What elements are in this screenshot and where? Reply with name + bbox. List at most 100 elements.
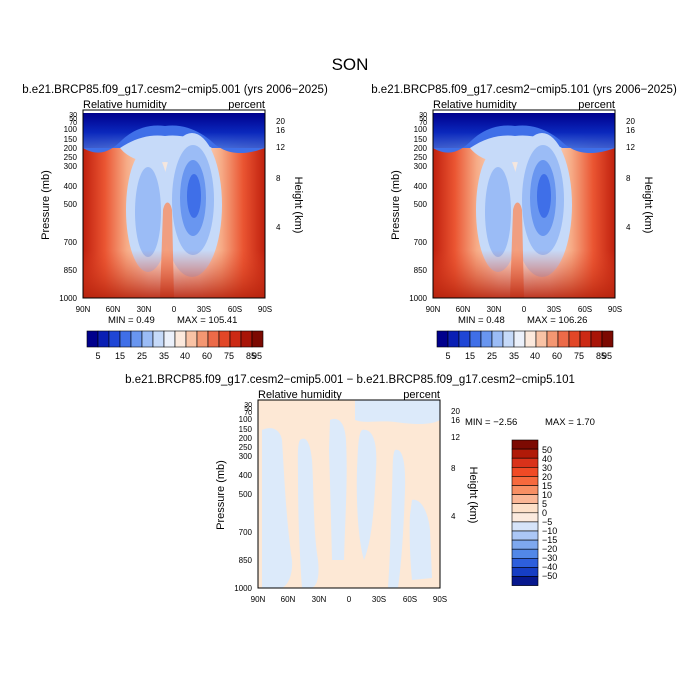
svg-text:30: 30 [244, 402, 252, 409]
panel-diff-y-ticks: 30 50 70 100 150 200 250 300 400 500 700… [234, 402, 252, 593]
svg-text:60N: 60N [106, 305, 121, 314]
svg-text:60S: 60S [403, 595, 417, 604]
panel-right-min: MIN = 0.48 [458, 315, 505, 326]
colorbar-box [141, 330, 154, 348]
colorbar-right: 5 15 25 35 40 60 75 85 95 [436, 330, 614, 361]
panel-right-y2label: Height (km) [642, 177, 654, 234]
panel-diff-units: percent [403, 389, 440, 401]
panel-left-y2-ticks: 20 16 12 8 4 [276, 117, 285, 232]
svg-text:−30: −30 [542, 553, 557, 563]
svg-text:−20: −20 [542, 544, 557, 554]
colorbar-box [196, 330, 209, 348]
svg-text:60: 60 [552, 351, 562, 361]
panel-left: b.e21.BRCP85.f09_g17.cesm2−cmip5.001 (yr… [22, 84, 328, 361]
panel-right-y-ticks: 30 50 70 100 150 200 250 300 400 500 700… [409, 112, 427, 303]
svg-text:100: 100 [64, 125, 78, 134]
svg-text:8: 8 [451, 464, 456, 473]
colorbar-box [502, 330, 515, 348]
panel-left-min: MIN = 0.49 [108, 315, 155, 326]
svg-text:12: 12 [276, 143, 285, 152]
svg-text:−15: −15 [542, 535, 557, 545]
colorbar-box [491, 330, 504, 348]
svg-text:40: 40 [180, 351, 190, 361]
svg-text:30N: 30N [137, 305, 152, 314]
svg-text:5: 5 [445, 351, 450, 361]
svg-text:95: 95 [602, 351, 612, 361]
colorbar-box [511, 476, 539, 486]
colorbar-box [511, 557, 539, 568]
colorbar-diff-boxes [511, 439, 539, 586]
svg-text:0: 0 [542, 508, 547, 518]
svg-text:250: 250 [239, 443, 253, 452]
panel-left-field: 30 50 70 100 150 200 250 300 400 500 700… [40, 109, 304, 326]
colorbar-box [97, 330, 110, 348]
panel-left-ylabel: Pressure (mb) [40, 170, 52, 240]
svg-text:90S: 90S [433, 595, 447, 604]
panel-diff-ylabel: Pressure (mb) [215, 460, 227, 530]
colorbar-box [511, 530, 539, 541]
colorbar-box [511, 521, 539, 532]
svg-text:300: 300 [239, 452, 253, 461]
svg-text:−5: −5 [542, 517, 552, 527]
colorbar-box [511, 439, 539, 450]
colorbar-box [590, 330, 603, 348]
svg-text:30: 30 [419, 112, 427, 119]
svg-text:0: 0 [172, 305, 177, 314]
svg-text:35: 35 [159, 351, 169, 361]
svg-text:16: 16 [276, 126, 285, 135]
panel-diff-variable: Relative humidity [258, 389, 342, 401]
panel-diff-title: b.e21.BRCP85.f09_g17.cesm2−cmip5.001 − b… [125, 374, 575, 386]
svg-text:250: 250 [414, 153, 428, 162]
colorbar-box [436, 330, 449, 348]
svg-text:10: 10 [542, 490, 552, 500]
colorbar-box [130, 330, 143, 348]
svg-text:850: 850 [414, 266, 428, 275]
colorbar-left-boxes [86, 330, 264, 348]
svg-text:−40: −40 [542, 562, 557, 572]
colorbar-box [458, 330, 471, 348]
colorbar-box [511, 576, 539, 586]
svg-text:75: 75 [574, 351, 584, 361]
colorbar-box [546, 330, 559, 348]
colorbar-box [511, 466, 539, 477]
svg-text:700: 700 [239, 528, 253, 537]
panel-right-title: b.e21.BRCP85.f09_g17.cesm2−cmip5.101 (yr… [371, 84, 677, 96]
colorbar-box [568, 330, 581, 348]
svg-text:12: 12 [451, 433, 460, 442]
colorbar-box [524, 330, 537, 348]
svg-text:150: 150 [64, 135, 78, 144]
svg-text:70: 70 [244, 410, 252, 417]
panel-diff-y2-ticks: 20 16 12 8 4 [451, 407, 460, 521]
svg-text:150: 150 [414, 135, 428, 144]
svg-text:40: 40 [530, 351, 540, 361]
colorbar-box [511, 448, 539, 459]
panel-diff-min: MIN = −2.56 [465, 417, 517, 428]
svg-text:95: 95 [252, 351, 262, 361]
svg-text:50: 50 [244, 406, 252, 413]
colorbar-box [511, 567, 539, 577]
panel-right-ylabel: Pressure (mb) [390, 170, 402, 240]
colorbar-box [535, 330, 548, 348]
svg-text:15: 15 [542, 481, 552, 491]
colorbar-diff-labels: 50 40 30 20 15 10 5 0 −5 −10 −15 −20 −30… [542, 445, 557, 581]
colorbar-box [108, 330, 121, 348]
svg-text:300: 300 [414, 162, 428, 171]
svg-text:90N: 90N [426, 305, 441, 314]
panel-diff-x-ticks: 90N 60N 30N 0 30S 60S 90S [251, 595, 447, 604]
svg-text:40: 40 [542, 454, 552, 464]
svg-text:85: 85 [596, 351, 606, 361]
svg-text:20: 20 [451, 407, 460, 416]
colorbar-box [119, 330, 132, 348]
colorbar-box [511, 503, 539, 514]
svg-text:90N: 90N [251, 595, 266, 604]
colorbar-box [185, 330, 198, 348]
svg-text:4: 4 [451, 512, 456, 521]
panel-diff-field: 30 50 70 100 150 200 250 300 400 500 700… [215, 399, 595, 604]
svg-text:90S: 90S [258, 305, 272, 314]
svg-text:400: 400 [64, 182, 78, 191]
colorbar-box [218, 330, 231, 348]
colorbar-box [579, 330, 592, 348]
colorbar-box [152, 330, 165, 348]
svg-text:500: 500 [64, 200, 78, 209]
